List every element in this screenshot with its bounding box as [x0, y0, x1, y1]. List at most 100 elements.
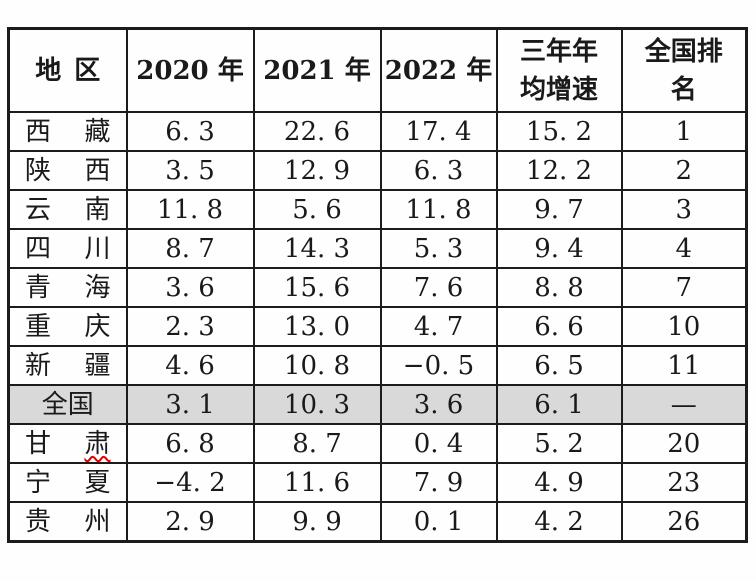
value-cell: 4. 9	[495, 462, 623, 503]
region-cell: 全国	[7, 384, 128, 425]
value-cell: 10. 8	[252, 345, 382, 386]
region-char: 西	[84, 155, 111, 186]
region-char: 四	[25, 233, 52, 264]
value-cell: 23	[620, 462, 748, 503]
table-body: 西藏 6. 3 22. 6 17. 4 15. 2 1 陕西 3. 5 12. 9 6. 3 12.…	[7, 111, 748, 543]
region-char: 新	[25, 350, 52, 381]
col-header-region: 地 区	[7, 27, 128, 113]
region-char: 云	[25, 194, 52, 225]
col-header-national-rank: 全国排 名	[620, 27, 748, 113]
region-char: 肃	[84, 428, 111, 459]
value-cell: 3	[620, 189, 748, 230]
region-char: 疆	[84, 350, 111, 381]
table-row: 新疆 4. 6 10. 8 −0. 5 6. 5 11	[7, 345, 748, 386]
value-cell: 4. 2	[495, 501, 623, 543]
region-char: 甘	[25, 428, 52, 459]
value-cell: 3. 1	[125, 384, 255, 425]
table-row: 重庆 2. 3 13. 0 4. 7 6. 6 10	[7, 306, 748, 347]
region-char: 贵	[25, 506, 52, 537]
value-cell: 6. 1	[495, 384, 623, 425]
col-header-2022: 2022 年	[379, 27, 498, 113]
value-cell: 9. 7	[495, 189, 623, 230]
region-label: 四川	[11, 233, 125, 264]
col-header-avg-growth: 三年年 均增速	[495, 27, 623, 113]
value-cell: 11. 8	[125, 189, 255, 230]
region-char: 宁	[25, 467, 52, 498]
value-cell: 6. 8	[125, 423, 255, 464]
region-char: 庆	[84, 311, 111, 342]
value-cell: 14. 3	[252, 228, 382, 269]
value-cell: 11. 6	[252, 462, 382, 503]
value-cell: 1	[620, 111, 748, 152]
value-cell: 15. 2	[495, 111, 623, 152]
region-cell: 西藏	[7, 111, 128, 152]
value-cell: 9. 9	[252, 501, 382, 543]
value-cell: 7. 6	[379, 267, 498, 308]
growth-table: 地 区 2020 年 2021 年 2022 年 三年年 均增速 全国排 名 西…	[7, 27, 748, 543]
value-cell: 4. 6	[125, 345, 255, 386]
region-cell: 陕西	[7, 150, 128, 191]
value-cell: 15. 6	[252, 267, 382, 308]
value-cell: 13. 0	[252, 306, 382, 347]
value-cell: 7. 9	[379, 462, 498, 503]
value-cell: 22. 6	[252, 111, 382, 152]
table-row: 甘 肃 6. 8 8. 7 0. 4 5. 2 20	[7, 423, 748, 464]
value-cell: 8. 7	[125, 228, 255, 269]
header-row: 地 区 2020 年 2021 年 2022 年 三年年 均增速 全国排 名	[7, 27, 748, 113]
region-char: 重	[25, 311, 52, 342]
region-char: 夏	[84, 467, 111, 498]
value-cell: 10. 3	[252, 384, 382, 425]
region-char: 陕	[25, 155, 52, 186]
value-cell: 6. 3	[379, 150, 498, 191]
region-cell: 贵州	[7, 501, 128, 543]
value-cell: 3. 6	[125, 267, 255, 308]
value-cell: 10	[620, 306, 748, 347]
value-cell: 6. 3	[125, 111, 255, 152]
value-cell: 26	[620, 501, 748, 543]
value-cell: 11. 8	[379, 189, 498, 230]
region-cell: 青海	[7, 267, 128, 308]
value-cell: −0. 5	[379, 345, 498, 386]
region-char: 南	[84, 194, 111, 225]
value-cell: 11	[620, 345, 748, 386]
value-cell: 20	[620, 423, 748, 464]
value-cell: 5. 3	[379, 228, 498, 269]
region-label: 重庆	[11, 311, 125, 342]
region-cell: 重庆	[7, 306, 128, 347]
region-label: 新疆	[11, 350, 125, 381]
col-header-2020: 2020 年	[125, 27, 255, 113]
value-cell: 0. 1	[379, 501, 498, 543]
region-label: 西藏	[11, 119, 125, 145]
value-cell: 5. 2	[495, 423, 623, 464]
value-cell: 9. 4	[495, 228, 623, 269]
region-char: 川	[84, 233, 111, 264]
col-header-2021: 2021 年	[252, 27, 382, 113]
value-cell: 2. 3	[125, 306, 255, 347]
value-cell: 12. 2	[495, 150, 623, 191]
value-cell: 6. 5	[495, 345, 623, 386]
value-cell: 3. 5	[125, 150, 255, 191]
region-label: 青海	[11, 272, 125, 303]
value-cell: —	[620, 384, 748, 425]
value-cell: 0. 4	[379, 423, 498, 464]
growth-table-container: 地 区 2020 年 2021 年 2022 年 三年年 均增速 全国排 名 西…	[7, 27, 748, 543]
value-cell: 4	[620, 228, 748, 269]
value-cell: 3. 6	[379, 384, 498, 425]
region-char: 青	[25, 272, 52, 303]
region-char: 州	[84, 506, 111, 537]
region-cell: 宁夏	[7, 462, 128, 503]
value-cell: −4. 2	[125, 462, 255, 503]
value-cell: 8. 7	[252, 423, 382, 464]
value-cell: 17. 4	[379, 111, 498, 152]
value-cell: 12. 9	[252, 150, 382, 191]
region-cell: 四川	[7, 228, 128, 269]
value-cell: 7	[620, 267, 748, 308]
table-header: 地 区 2020 年 2021 年 2022 年 三年年 均增速 全国排 名	[7, 27, 748, 113]
table-row: 贵州 2. 9 9. 9 0. 1 4. 2 26	[7, 501, 748, 543]
region-char: 海	[84, 272, 111, 303]
